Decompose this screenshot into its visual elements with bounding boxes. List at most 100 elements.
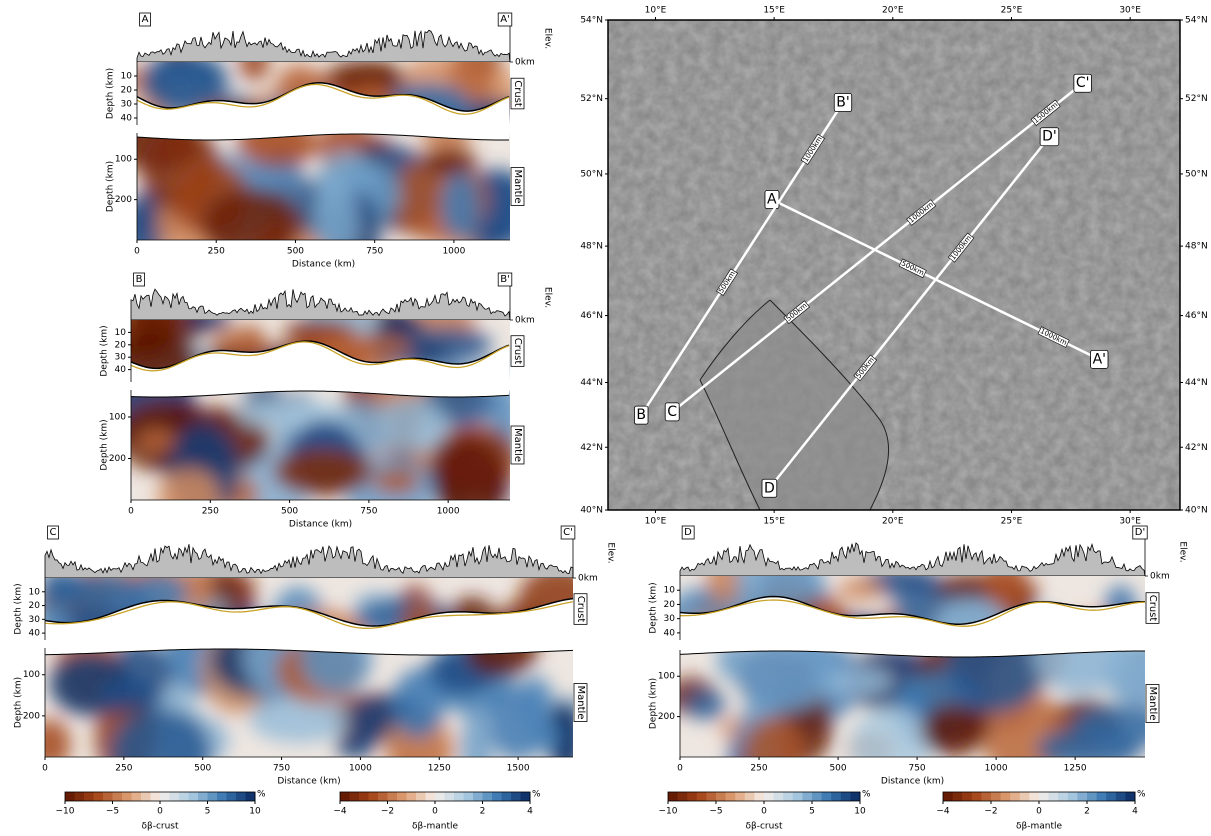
colorbar-step <box>943 792 953 801</box>
colorbar-step <box>1039 792 1049 801</box>
colorbar-unit: % <box>257 790 266 800</box>
map-point-label-text: B' <box>836 95 849 111</box>
colorbar-step <box>706 792 716 801</box>
colorbar-step <box>208 792 218 801</box>
map-y-label: 42°N <box>1185 443 1208 453</box>
y-tick-label: 200 <box>23 711 40 721</box>
x-tick-label: 250 <box>115 764 132 774</box>
y-tick-label: 20 <box>664 600 676 610</box>
map-point-label: D <box>762 479 777 497</box>
map-x-label: 15°E <box>763 6 785 16</box>
colorbar-step <box>745 792 755 801</box>
colorbar-tick-label: −10 <box>56 807 75 817</box>
anomaly <box>373 470 419 494</box>
y-tick-label: 40 <box>121 114 133 124</box>
y-tick-label: 30 <box>115 353 127 363</box>
y-tick-label: 100 <box>23 670 40 680</box>
colorbar-step <box>1106 792 1116 801</box>
colorbar-step <box>407 792 417 801</box>
colorbar-step <box>1010 792 1020 801</box>
y-tick-label: 200 <box>115 195 132 205</box>
colorbar-tick-label: 10 <box>249 807 261 817</box>
colorbar-tick-label: −5 <box>106 807 119 817</box>
surface-label: 0km <box>515 58 535 68</box>
profile-start: B <box>134 273 145 286</box>
map-point-label-text: B <box>636 407 646 423</box>
colorbar-step <box>246 792 256 801</box>
crust-label: Crust <box>574 594 587 625</box>
mantle-label-text: Mantle <box>575 686 586 720</box>
colorbar-step <box>802 792 812 801</box>
profile-end: A' <box>498 13 512 26</box>
mantle-label-text: Mantle <box>1147 687 1158 721</box>
crust-label-text: Crust <box>1147 595 1158 622</box>
elevation <box>680 543 1145 576</box>
map-y-label: 54°N <box>580 16 603 26</box>
colorbar-step <box>1077 792 1087 801</box>
colorbar-step <box>84 792 94 801</box>
x-tick-label: 500 <box>194 764 211 774</box>
colorbar-step <box>189 792 199 801</box>
colorbar-step <box>426 792 436 801</box>
anomaly <box>743 717 804 789</box>
profile-start-text: A <box>142 14 149 25</box>
map-x-label: 10°E <box>645 517 667 527</box>
anomaly <box>249 697 348 743</box>
x-tick-label: 500 <box>287 247 304 257</box>
colorbar-step <box>435 792 445 801</box>
colorbar-tick-label: 5 <box>809 807 815 817</box>
colorbar-step <box>822 792 832 801</box>
y-tick-label: 40 <box>29 629 41 639</box>
anomaly <box>137 429 175 452</box>
anomaly <box>43 574 148 610</box>
anomaly <box>314 176 359 257</box>
map-y-label: 52°N <box>580 94 603 104</box>
map-y-label: 46°N <box>1185 311 1208 321</box>
surface-label: 0km <box>515 316 535 326</box>
colorbar-step <box>726 792 736 801</box>
x-tick-label: 0 <box>134 247 140 257</box>
mantle-label: Mantle <box>511 168 524 206</box>
anomaly <box>921 704 988 757</box>
colorbar-step <box>75 792 85 801</box>
map-y-label: 50°N <box>1185 169 1208 179</box>
colorbar-step <box>113 792 123 801</box>
colorbar-step <box>511 792 521 801</box>
profile-start-text: D <box>684 527 692 538</box>
colorbar-step <box>764 792 774 801</box>
crust-label-text: Crust <box>512 80 523 107</box>
colorbar-step <box>1001 792 1011 801</box>
colorbar-step <box>1087 792 1097 801</box>
anomaly <box>850 707 930 787</box>
anomaly <box>423 148 477 177</box>
y-tick-label: 30 <box>29 615 41 625</box>
mantle-depth-label: Depth (km) <box>106 161 116 212</box>
map-point-label: C' <box>1074 74 1092 92</box>
elevation <box>131 289 510 320</box>
map-point-label-text: D <box>764 480 775 496</box>
elev-label: Elev. <box>606 542 616 563</box>
mantle-depth-label: Depth (km) <box>649 678 659 729</box>
colorbar-step <box>783 792 793 801</box>
colorbar-tick-label: 2 <box>480 807 486 817</box>
colorbar-label: δβ-mantle <box>412 822 459 832</box>
colorbar-step <box>359 792 369 801</box>
y-tick-label: 100 <box>658 672 675 682</box>
map-point-label-text: C' <box>1076 75 1090 91</box>
x-tick-label: 1000 <box>437 507 460 517</box>
mantle-label: Mantle <box>511 426 524 464</box>
colorbar-unit: % <box>862 790 871 800</box>
map-x-label: 20°E <box>882 6 904 16</box>
colorbar-step <box>668 792 678 801</box>
elev-label: Elev. <box>543 287 553 308</box>
mantle-label-text: Mantle <box>512 428 523 462</box>
x-tick-label: 750 <box>273 764 290 774</box>
colorbar-step <box>132 792 142 801</box>
x-axis-label: Distance (km) <box>881 777 944 787</box>
colorbar-step <box>793 792 803 801</box>
colorbar-step <box>473 792 483 801</box>
crust-label: Crust <box>511 336 524 367</box>
colorbar-step <box>1058 792 1068 801</box>
y-tick-label: 200 <box>109 454 126 464</box>
colorbar-tick-label: 2 <box>1084 807 1090 817</box>
